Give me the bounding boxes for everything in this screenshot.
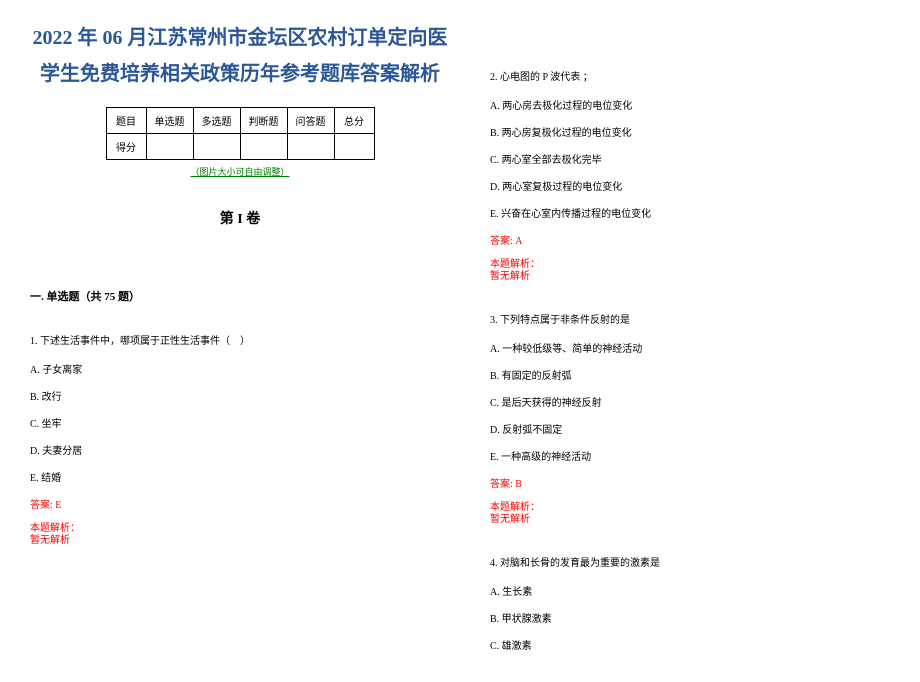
table-row: 得分: [106, 134, 374, 160]
image-size-note: （图片大小可自由调整）: [30, 165, 450, 178]
table-header: 题目: [106, 108, 146, 134]
table-cell: 得分: [106, 134, 146, 160]
answer: 答案: E: [30, 496, 450, 511]
option: D. 两心室复极过程的电位变化: [490, 178, 890, 193]
option: B. 两心房复极化过程的电位变化: [490, 124, 890, 139]
question-text: 3. 下列特点属于非条件反射的是: [490, 313, 890, 328]
question-block-2: 2. 心电图的 P 波代表 ； A. 两心房去极化过程的电位变化 B. 两心房复…: [490, 70, 890, 283]
score-table: 题目 单选题 多选题 判断题 问答题 总分 得分: [106, 107, 375, 160]
option: D. 反射弧不固定: [490, 421, 890, 436]
table-header: 单选题: [146, 108, 193, 134]
question-text: 1. 下述生活事件中，哪项属于正性生活事件（ ）: [30, 334, 450, 349]
option: A. 两心房去极化过程的电位变化: [490, 97, 890, 112]
question-block-3: 3. 下列特点属于非条件反射的是 A. 一种较低级等、简单的神经活动 B. 有固…: [490, 313, 890, 526]
option: D. 夫妻分居: [30, 442, 450, 457]
table-header: 总分: [334, 108, 374, 134]
table-cell: [146, 134, 193, 160]
question-text: 2. 心电图的 P 波代表 ；: [490, 70, 890, 85]
option: E. 兴奋在心室内传播过程的电位变化: [490, 205, 890, 220]
analysis-label: 本题解析： 暂无解析: [490, 502, 890, 526]
question-text: 4. 对脑和长骨的发育最为重要的激素是: [490, 556, 890, 571]
option: C. 坐牢: [30, 415, 450, 430]
option: A. 一种较低级等、简单的神经活动: [490, 340, 890, 355]
section-title: 一. 单选题（共 75 题）: [30, 288, 450, 304]
table-cell: [287, 134, 334, 160]
table-header-row: 题目 单选题 多选题 判断题 问答题 总分: [106, 108, 374, 134]
question-block-4: 4. 对脑和长骨的发育最为重要的激素是 A. 生长素 B. 甲状腺激素 C. 雄…: [490, 556, 890, 652]
volume-title: 第 I 卷: [30, 208, 450, 228]
option: E. 一种高级的神经活动: [490, 448, 890, 463]
table-cell: [193, 134, 240, 160]
option: A. 生长素: [490, 583, 890, 598]
analysis-label: 本题解析： 暂无解析: [30, 523, 450, 547]
option: A. 子女离家: [30, 361, 450, 376]
option: C. 雄激素: [490, 637, 890, 652]
option: C. 是后天获得的神经反射: [490, 394, 890, 409]
option: B. 有固定的反射弧: [490, 367, 890, 382]
table-header: 判断题: [240, 108, 287, 134]
option: B. 改行: [30, 388, 450, 403]
answer: 答案: A: [490, 232, 890, 247]
option: B. 甲状腺激素: [490, 610, 890, 625]
table-cell: [240, 134, 287, 160]
analysis-label: 本题解析： 暂无解析: [490, 259, 890, 283]
question-block-1: 1. 下述生活事件中，哪项属于正性生活事件（ ） A. 子女离家 B. 改行 C…: [30, 334, 450, 547]
answer: 答案: B: [490, 475, 890, 490]
option: C. 两心室全部去极化完毕: [490, 151, 890, 166]
option: E. 结婚: [30, 469, 450, 484]
table-header: 问答题: [287, 108, 334, 134]
table-cell: [334, 134, 374, 160]
table-header: 多选题: [193, 108, 240, 134]
page-title: 2022 年 06 月江苏常州市金坛区农村订单定向医学生免费培养相关政策历年参考…: [30, 20, 450, 92]
